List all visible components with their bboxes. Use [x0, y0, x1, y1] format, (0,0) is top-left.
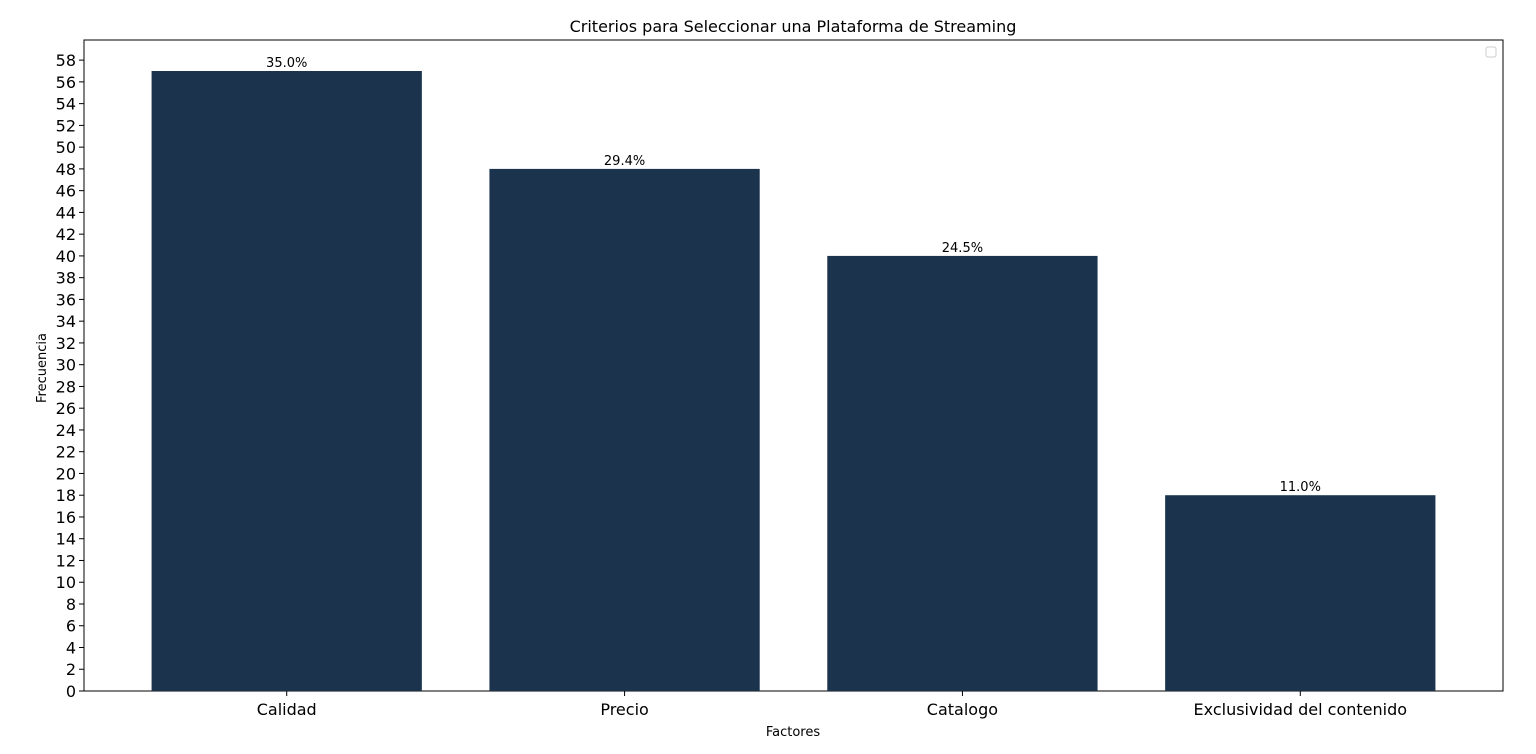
- y-tick-label: 34: [56, 312, 76, 331]
- y-axis: 0246810121416182022242628303234363840424…: [56, 51, 84, 701]
- y-tick-label: 46: [56, 182, 76, 201]
- y-tick-label: 50: [56, 138, 76, 157]
- bar-value-label: 11.0%: [1280, 480, 1321, 495]
- chart-title: Criterios para Seleccionar una Plataform…: [570, 17, 1017, 36]
- y-tick-label: 2: [66, 660, 76, 679]
- x-tick-label: Calidad: [257, 700, 317, 719]
- y-tick-label: 54: [56, 95, 76, 114]
- y-axis-label: Frecuencia: [35, 333, 50, 403]
- bar-catalogo: [827, 255, 1098, 691]
- y-tick-label: 16: [56, 508, 76, 527]
- y-tick-label: 0: [66, 682, 76, 701]
- bar-value-label: 29.4%: [604, 154, 645, 169]
- y-tick-label: 28: [56, 377, 76, 396]
- legend: [1485, 46, 1497, 58]
- y-tick-label: 32: [56, 334, 76, 353]
- y-tick-label: 36: [56, 290, 76, 309]
- y-tick-label: 20: [56, 464, 76, 483]
- data-labels-group: 35.0% 29.4% 24.5% 11.0%: [266, 56, 1321, 495]
- x-tick-label: Catalogo: [927, 700, 998, 719]
- x-axis-label: Factores: [766, 725, 821, 740]
- x-axis: Calidad Precio Catalogo Exclusividad del co…: [257, 691, 1407, 719]
- y-tick-label: 38: [56, 269, 76, 288]
- y-tick-label: 14: [56, 530, 76, 549]
- y-tick-label: 40: [56, 247, 76, 266]
- y-tick-label: 42: [56, 225, 76, 244]
- y-tick-label: 30: [56, 356, 76, 375]
- bar-value-label: 35.0%: [266, 56, 307, 71]
- y-tick-label: 4: [66, 638, 76, 657]
- y-tick-label: 24: [56, 421, 76, 440]
- y-tick-label: 12: [56, 551, 76, 570]
- bar-calidad: [151, 71, 422, 691]
- y-tick-label: 44: [56, 203, 76, 222]
- y-tick-label: 58: [56, 51, 76, 70]
- plot-area: [83, 39, 1504, 692]
- y-tick-label: 52: [56, 116, 76, 135]
- x-tick-label: Exclusividad del contenido: [1194, 700, 1407, 719]
- y-tick-label: 8: [66, 595, 76, 614]
- y-tick-label: 26: [56, 399, 76, 418]
- y-tick-label: 6: [66, 617, 76, 636]
- bar-value-label: 24.5%: [942, 241, 983, 256]
- y-tick-label: 10: [56, 573, 76, 592]
- y-tick-label: 48: [56, 160, 76, 179]
- y-tick-label: 56: [56, 73, 76, 92]
- bar-precio: [489, 168, 760, 692]
- y-tick-label: 18: [56, 486, 76, 505]
- bar-exclusividad-del-contenido: [1165, 495, 1436, 691]
- x-tick-label: Precio: [600, 700, 648, 719]
- bars-group: [151, 71, 1436, 692]
- y-tick-label: 22: [56, 443, 76, 462]
